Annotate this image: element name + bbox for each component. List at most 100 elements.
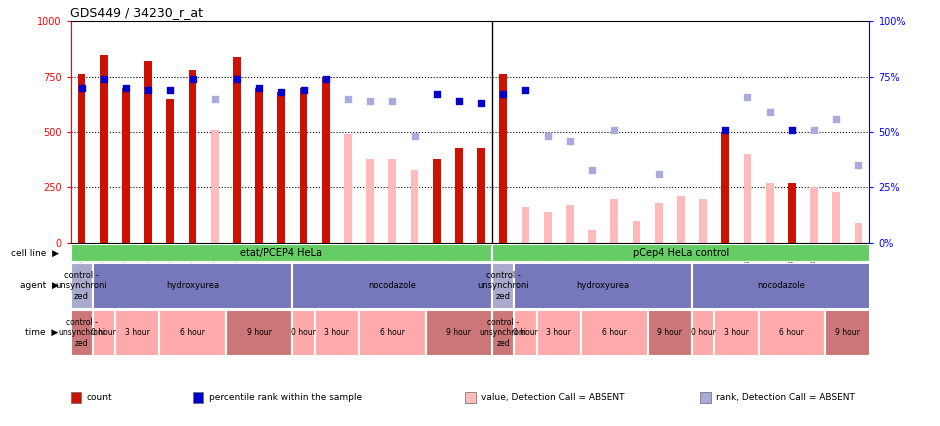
FancyBboxPatch shape [714, 310, 759, 356]
FancyBboxPatch shape [493, 263, 514, 309]
Bar [411, 170, 418, 243]
Text: 0 hour: 0 hour [91, 328, 117, 337]
Point [829, 115, 844, 122]
Bar [367, 158, 374, 243]
Point [807, 127, 822, 133]
FancyBboxPatch shape [514, 310, 537, 356]
Bar [211, 130, 219, 243]
Bar [100, 55, 108, 243]
Bar [344, 134, 352, 243]
FancyBboxPatch shape [514, 263, 692, 309]
Text: 6 hour: 6 hour [602, 328, 627, 337]
Text: value, Detection Call = ABSENT: value, Detection Call = ABSENT [481, 393, 625, 402]
Point [207, 95, 222, 102]
Point [562, 138, 577, 144]
Bar [655, 203, 663, 243]
Point [407, 133, 422, 140]
Bar [478, 147, 485, 243]
Bar [588, 230, 596, 243]
FancyBboxPatch shape [537, 310, 581, 356]
Point [474, 100, 489, 106]
Text: 9 hour: 9 hour [246, 328, 272, 337]
FancyBboxPatch shape [825, 310, 870, 356]
Point [740, 93, 755, 100]
Text: control -
unsynchroni
zed: control - unsynchroni zed [478, 271, 529, 301]
Point [229, 75, 244, 82]
Bar [788, 183, 795, 243]
Text: cell line  ▶: cell line ▶ [10, 248, 58, 258]
FancyBboxPatch shape [581, 310, 648, 356]
Bar [744, 154, 751, 243]
Text: 3 hour: 3 hour [546, 328, 572, 337]
Point [430, 91, 445, 98]
Bar [633, 221, 640, 243]
FancyBboxPatch shape [70, 244, 493, 262]
Point [451, 98, 466, 104]
Bar [766, 183, 774, 243]
Bar [544, 212, 552, 243]
Bar [122, 88, 130, 243]
FancyBboxPatch shape [692, 263, 870, 309]
Bar [256, 88, 263, 243]
Bar [832, 192, 840, 243]
Bar [145, 61, 152, 243]
Point [651, 171, 666, 178]
Text: time  ▶: time ▶ [25, 328, 58, 337]
Text: 9 hour: 9 hour [446, 328, 471, 337]
Point [96, 75, 111, 82]
Text: 6 hour: 6 hour [380, 328, 405, 337]
FancyBboxPatch shape [70, 263, 93, 309]
Point [518, 86, 533, 93]
Bar [432, 158, 441, 243]
Point [296, 86, 311, 93]
Point [340, 95, 355, 102]
FancyBboxPatch shape [315, 310, 359, 356]
FancyBboxPatch shape [759, 310, 825, 356]
Bar [189, 70, 196, 243]
Point [274, 89, 289, 95]
Point [163, 86, 178, 93]
Point [363, 98, 378, 104]
Bar [499, 75, 508, 243]
Point [784, 127, 799, 133]
Bar [854, 223, 862, 243]
FancyBboxPatch shape [692, 310, 714, 356]
Point [606, 127, 621, 133]
Text: control -
unsynchroni
zed: control - unsynchroni zed [58, 318, 105, 348]
Bar [233, 57, 241, 243]
Bar [566, 205, 573, 243]
Bar [455, 147, 462, 243]
FancyBboxPatch shape [70, 310, 93, 356]
FancyBboxPatch shape [226, 310, 292, 356]
Bar [321, 77, 330, 243]
FancyBboxPatch shape [426, 310, 493, 356]
Bar [677, 196, 684, 243]
Point [141, 86, 156, 93]
Point [118, 84, 133, 91]
Point [851, 162, 866, 169]
Text: agent  ▶: agent ▶ [20, 281, 58, 291]
Text: 0 hour: 0 hour [291, 328, 316, 337]
Text: percentile rank within the sample: percentile rank within the sample [209, 393, 362, 402]
Bar [300, 88, 307, 243]
Point [762, 109, 777, 115]
Text: 0 hour: 0 hour [513, 328, 538, 337]
Text: rank, Detection Call = ABSENT: rank, Detection Call = ABSENT [716, 393, 855, 402]
Point [319, 75, 334, 82]
Text: 6 hour: 6 hour [180, 328, 205, 337]
Text: etat/PCEP4 HeLa: etat/PCEP4 HeLa [241, 248, 322, 258]
Point [540, 133, 556, 140]
Text: 9 hour: 9 hour [835, 328, 860, 337]
Point [384, 98, 400, 104]
FancyBboxPatch shape [493, 244, 870, 262]
FancyBboxPatch shape [493, 310, 514, 356]
Text: nocodazole: nocodazole [757, 281, 805, 291]
FancyBboxPatch shape [292, 263, 493, 309]
Bar [810, 187, 818, 243]
Point [585, 166, 600, 173]
Point [252, 84, 267, 91]
FancyBboxPatch shape [93, 310, 115, 356]
Text: nocodazole: nocodazole [368, 281, 416, 291]
FancyBboxPatch shape [648, 310, 692, 356]
Text: hydroxyurea: hydroxyurea [166, 281, 219, 291]
